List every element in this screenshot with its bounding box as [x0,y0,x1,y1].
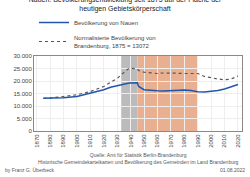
svg-text:1950: 1950 [141,134,147,148]
svg-text:25.000: 25.000 [13,66,32,72]
svg-text:Bevölkerung von Nauen: Bevölkerung von Nauen [74,20,138,26]
svg-text:1890: 1890 [60,134,66,148]
svg-text:20.000: 20.000 [13,78,32,84]
svg-text:1940: 1940 [128,134,134,148]
svg-text:1880: 1880 [47,134,53,148]
svg-text:1990: 1990 [195,134,201,148]
svg-text:1920: 1920 [101,134,107,148]
svg-text:2020: 2020 [235,134,241,148]
svg-text:1900: 1900 [74,134,80,148]
svg-text:1910: 1910 [87,134,93,148]
svg-text:15.000: 15.000 [13,91,32,97]
svg-text:01.08.2022: 01.08.2022 [220,167,245,173]
svg-text:1930: 1930 [114,134,120,148]
svg-text:Quelle: Amt für Statistik Berl: Quelle: Amt für Statistik Berlin-Branden… [38,152,239,165]
svg-text:Nauen: Bevölkerungsentwicklung: Nauen: Bevölkerungsentwicklung seit 1875… [29,0,222,13]
svg-text:by Franz G. Überbeck: by Franz G. Überbeck [5,167,54,173]
svg-text:5.000: 5.000 [17,116,33,122]
svg-text:1970: 1970 [168,134,174,148]
svg-text:10.000: 10.000 [13,103,32,109]
svg-text:1870: 1870 [34,134,40,148]
svg-text:2010: 2010 [222,134,228,148]
svg-text:Normalisierte Bevölkerung vonB: Normalisierte Bevölkerung vonBrandenburg… [74,35,156,49]
svg-text:2000: 2000 [208,134,214,148]
svg-text:0: 0 [28,128,32,134]
svg-text:1960: 1960 [154,134,160,148]
svg-text:1980: 1980 [181,134,187,148]
svg-text:30.000: 30.000 [13,53,32,59]
